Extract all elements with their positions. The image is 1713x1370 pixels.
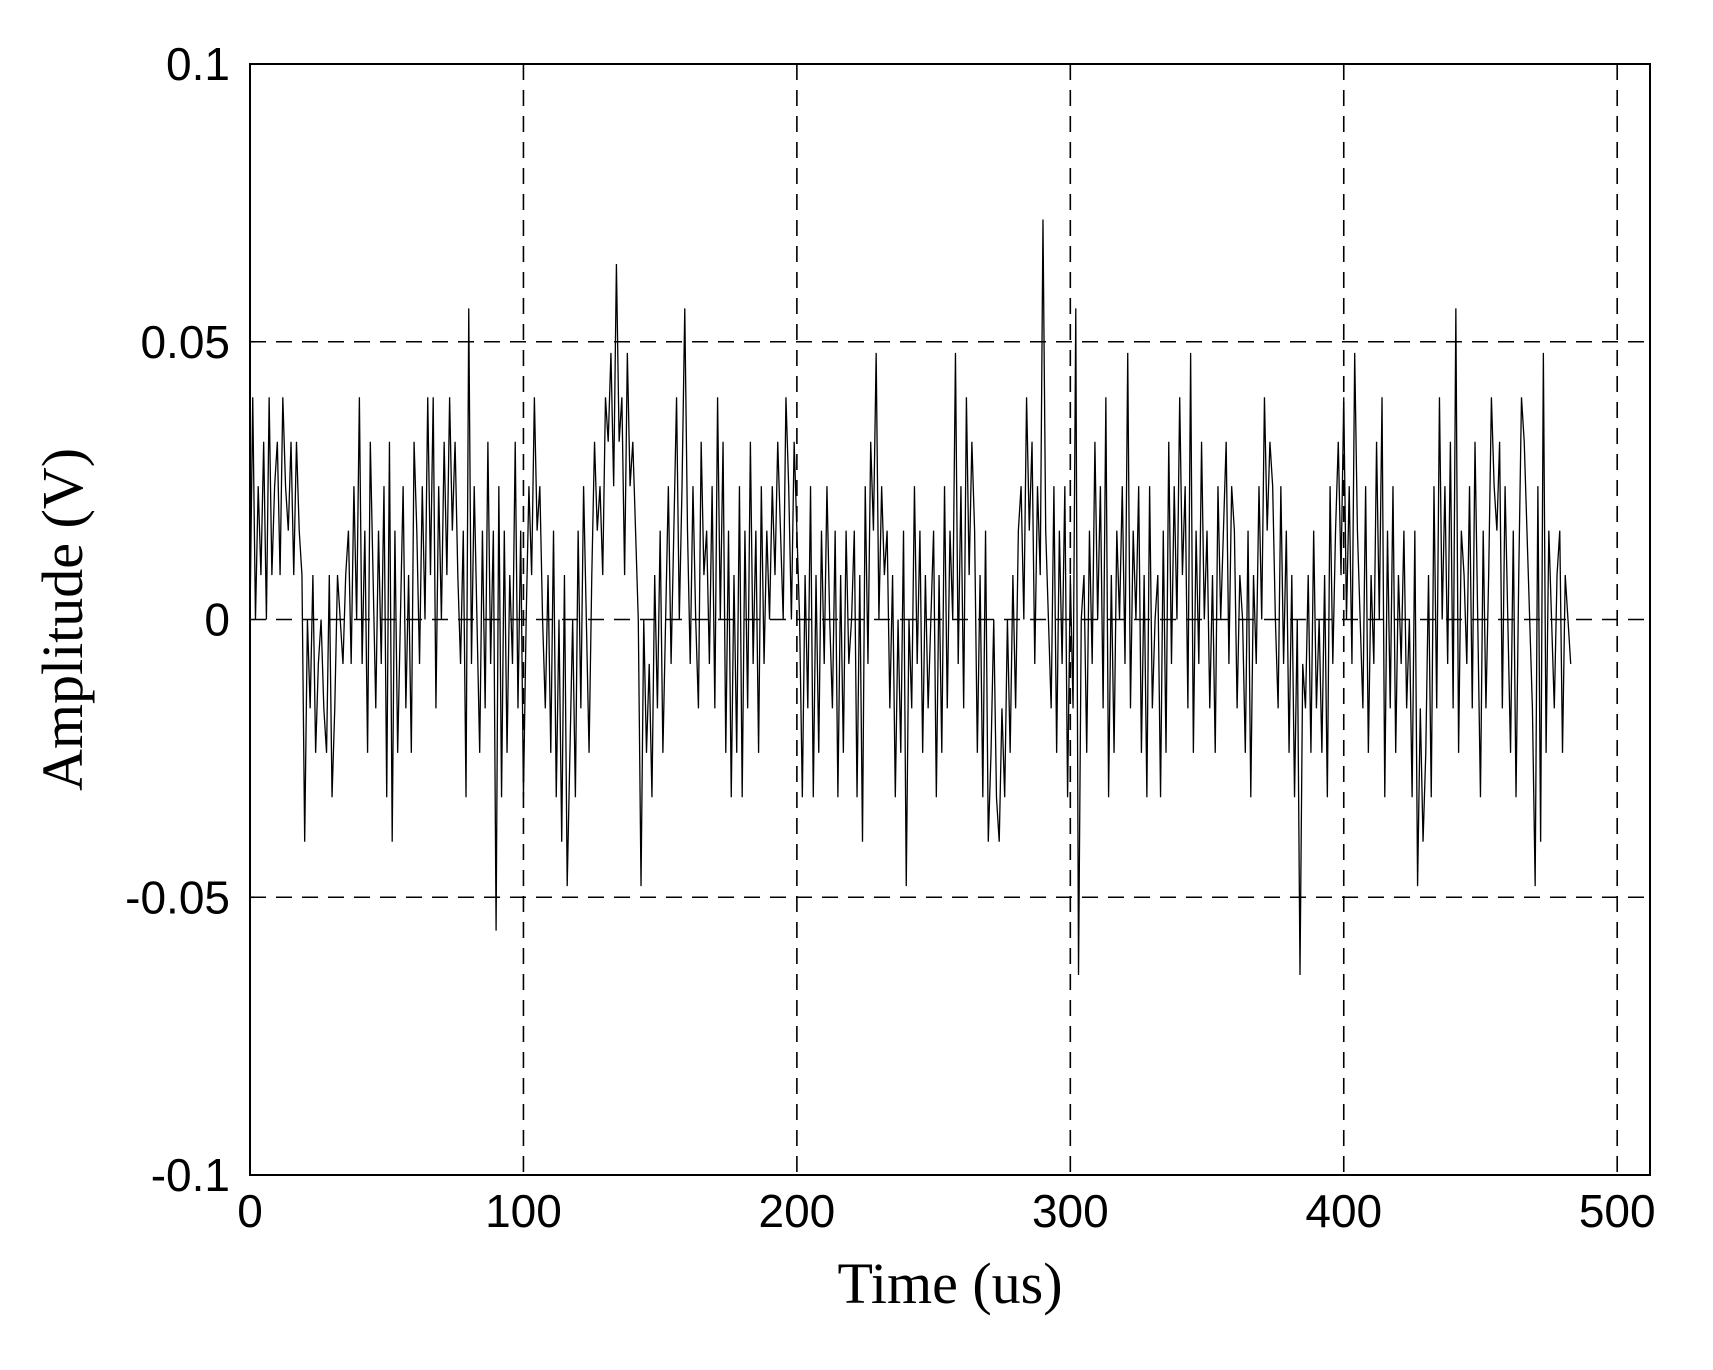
y-axis-title: Amplitude (V) — [30, 448, 95, 791]
x-tick-label: 100 — [485, 1185, 562, 1237]
x-tick-label: 400 — [1305, 1185, 1382, 1237]
x-tick-label: 500 — [1579, 1185, 1656, 1237]
y-tick-label: 0.1 — [166, 38, 230, 90]
grid — [250, 64, 1650, 1175]
y-tick-label: -0.05 — [125, 871, 230, 923]
y-tick-label: -0.1 — [151, 1149, 230, 1201]
y-tick-label: 0 — [204, 594, 230, 646]
y-tick-labels: -0.1 -0.05 0 0.05 0.1 — [125, 38, 230, 1201]
x-tick-label: 200 — [759, 1185, 836, 1237]
plot-frame — [249, 63, 1651, 1176]
series-traces — [249, 219, 1572, 976]
series-line-0 — [249, 219, 1572, 976]
x-tick-label: 300 — [1032, 1185, 1109, 1237]
x-tick-labels: 0 100 200 300 400 500 — [237, 1185, 1655, 1237]
x-axis-title: Time (us) — [837, 1251, 1062, 1316]
y-tick-label: 0.05 — [140, 316, 230, 368]
x-tick-label: 0 — [237, 1185, 263, 1237]
